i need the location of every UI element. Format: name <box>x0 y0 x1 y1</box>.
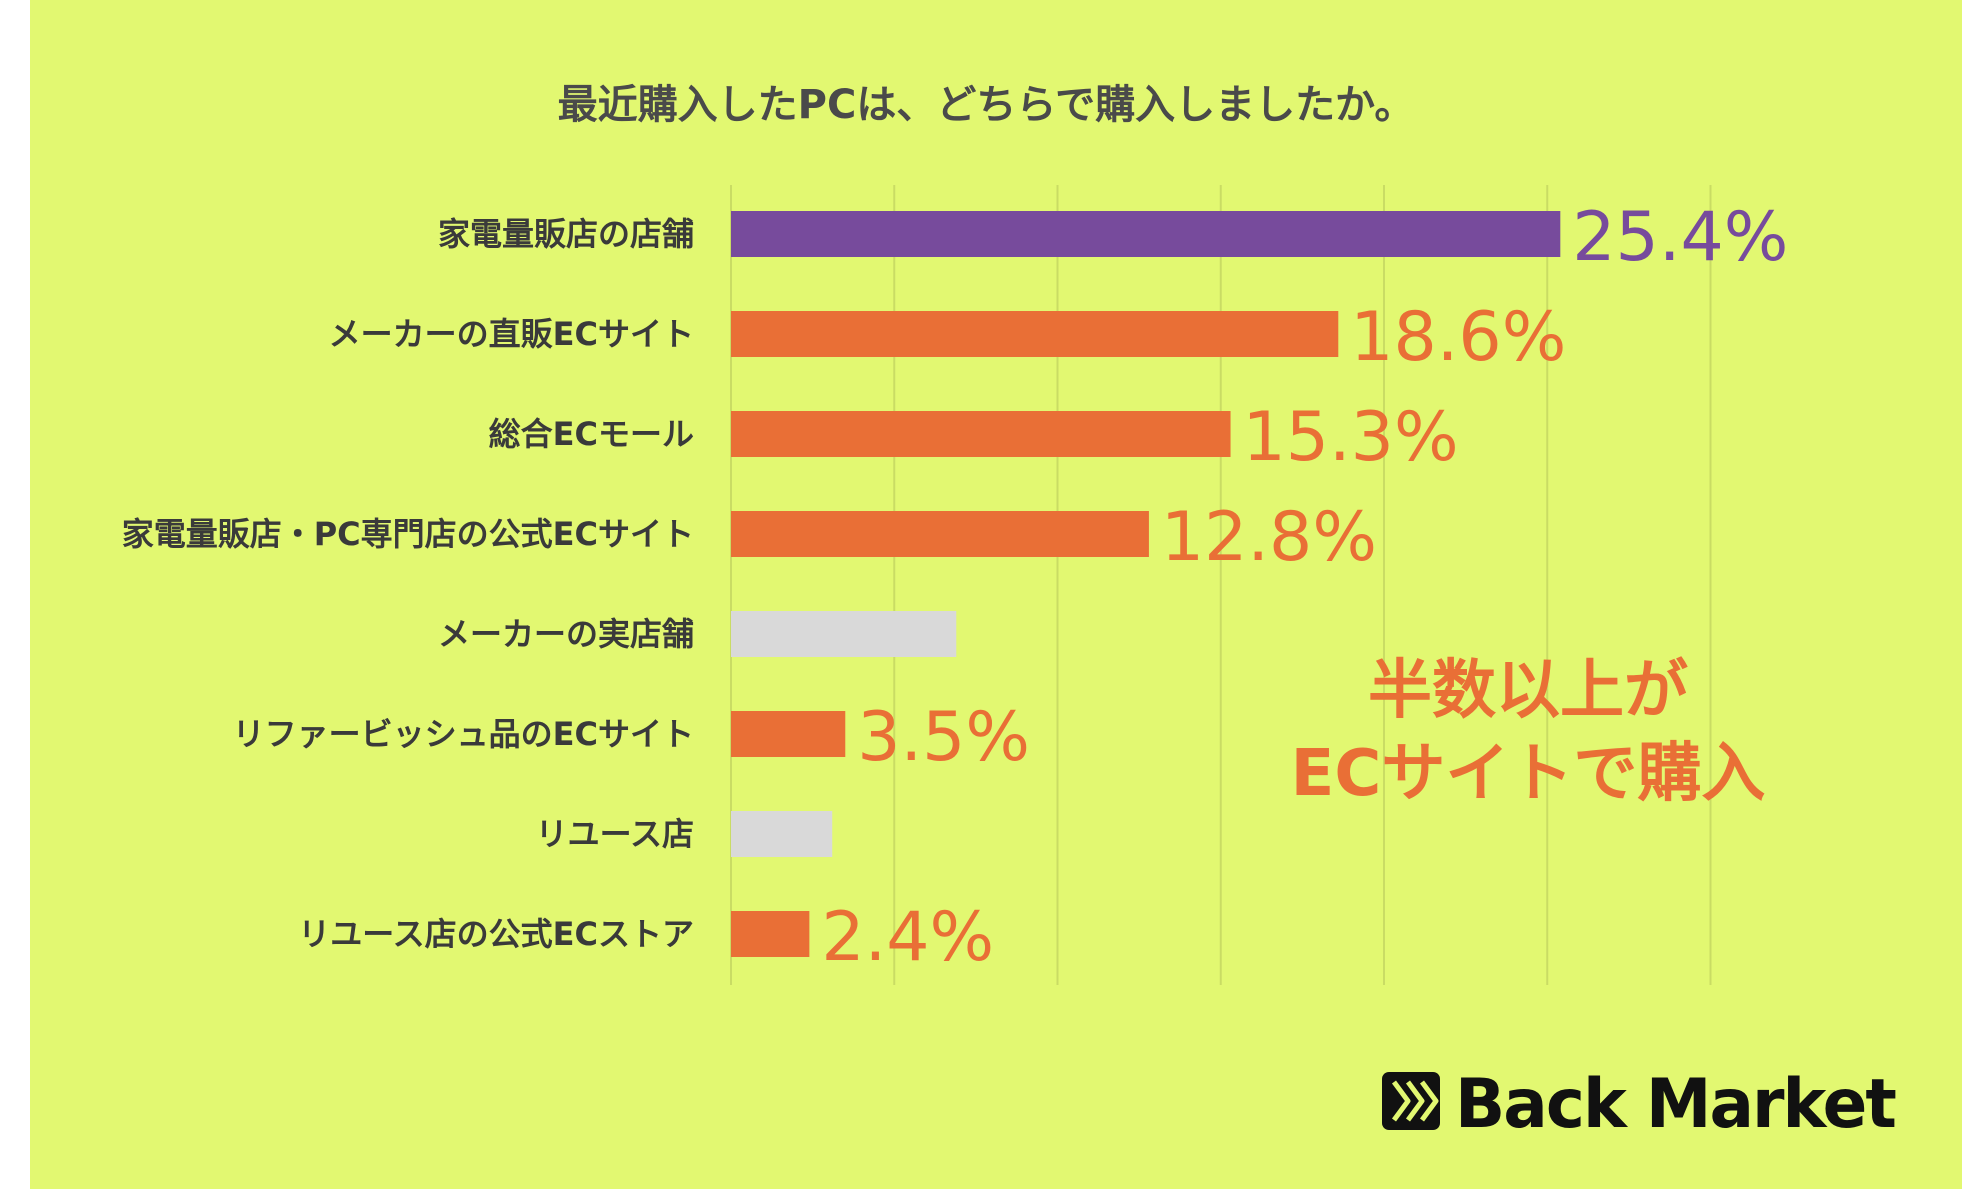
chevrons-icon <box>1382 1072 1440 1130</box>
data-label: 25.4% <box>1572 198 1788 277</box>
bar <box>731 711 846 757</box>
callout-line-2: ECサイトで購入 <box>1291 737 1766 811</box>
data-label: 2.4% <box>821 898 994 977</box>
brand-name: Back Market <box>1455 1065 1895 1144</box>
data-label: 18.6% <box>1350 298 1566 377</box>
category-label: 家電量販店の店舗 <box>438 215 694 253</box>
category-label: リユース店 <box>536 815 694 853</box>
category-label: 家電量販店・PC専門店の公式ECサイト <box>122 515 694 553</box>
bar <box>731 511 1149 557</box>
category-label: リユース店の公式ECストア <box>298 915 694 953</box>
data-label: 3.5% <box>857 698 1030 777</box>
bar <box>731 911 810 957</box>
callout-line-1: 半数以上が <box>1368 654 1688 728</box>
brand-logo: Back Market <box>1382 1065 1897 1144</box>
bar <box>731 611 957 657</box>
data-label: 15.3% <box>1243 398 1459 477</box>
category-label: 総合ECモール <box>489 415 694 453</box>
bars <box>731 211 1561 957</box>
chart-title: 最近購入したPCは、どちらで購入しましたか。 <box>558 82 1415 128</box>
category-labels: 家電量販店の店舗メーカーの直販ECサイト総合ECモール家電量販店・PC専門店の公… <box>122 215 694 953</box>
bar <box>731 411 1231 457</box>
category-label: メーカーの直販ECサイト <box>329 315 694 353</box>
category-label: リファービッシュ品のECサイト <box>233 715 694 753</box>
bar <box>731 311 1339 357</box>
data-label: 12.8% <box>1161 498 1377 577</box>
bar <box>731 211 1561 257</box>
category-label: メーカーの実店舗 <box>438 615 694 653</box>
value-labels: 25.4%18.6% 15.3% 12.8% 3.5% 2.4% <box>821 198 1788 977</box>
bar <box>731 811 833 857</box>
chart-panel <box>30 0 1962 1189</box>
